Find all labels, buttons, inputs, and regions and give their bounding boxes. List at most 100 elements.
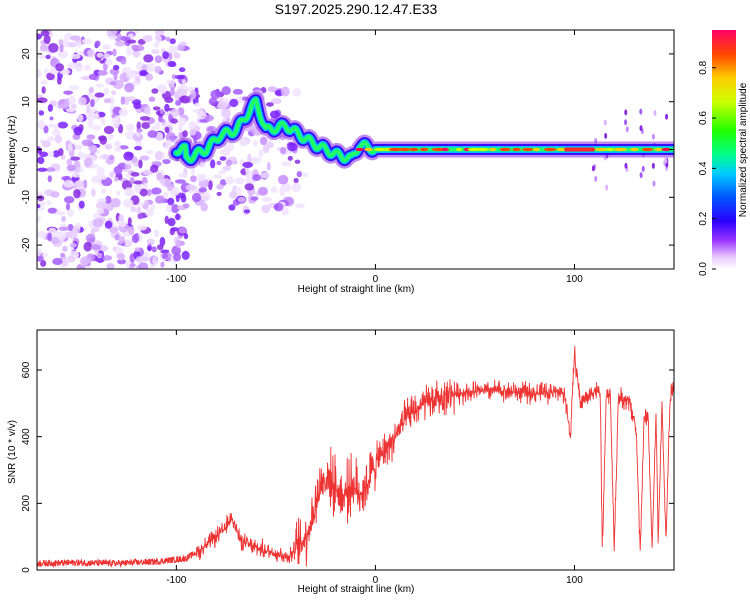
spectrogram-blob [117,258,127,265]
spectrogram-blob [95,201,107,210]
ridge-hotspot [355,147,364,152]
spectrogram-blob [37,69,42,79]
y-tick-label: 400 [21,428,32,445]
spectrogram-blob [134,247,141,252]
spectrogram-blob [102,153,109,160]
spectrogram-blob [247,153,252,163]
spectrogram-blob [87,118,94,129]
spectrogram-blob [137,206,142,215]
spectrogram-blob [164,103,170,112]
ridge-hotspot [388,147,403,152]
spectrogram-blob [48,42,59,53]
spectrogram-blob [641,165,645,172]
spectrogram-blob [271,98,282,105]
spectrogram-blob [175,99,182,106]
spectrogram-blob [198,187,207,193]
spectrogram-blob [37,255,44,262]
spectrogram-blob [118,108,128,117]
spectrogram-blob [113,176,119,182]
spectrogram-blob [162,51,169,60]
spectrogram-blob [57,121,69,129]
spectrogram-blob [124,239,133,247]
spectrogram-blob [148,96,156,102]
spectrogram-blob [132,78,138,86]
spectrogram-blob [46,72,55,81]
spectrogram-blob [139,116,151,121]
spectrogram-blob [133,180,143,185]
spectrogram-blob [103,98,112,104]
spectrogram-blob [112,48,117,57]
spectrogram-blob [181,79,186,85]
spectrogram-blob [639,125,643,132]
spectrogram-blob [74,180,84,188]
spectrogram-blob [104,58,113,66]
spectrogram-blob [112,64,120,71]
spectrogram-blob [87,139,94,148]
spectrogram-blob [166,204,172,213]
spectrogram-blob [109,96,115,106]
spectrogram-blob [217,101,228,111]
spectrogram-blob [162,122,174,127]
colorbar: 0.0 0.2 0.4 0.6 0.8 Normalized spectral ampl… [698,30,749,276]
spectrogram-blob [123,96,130,106]
x-tick-label: 0 [373,575,379,586]
y-tick-label: 20 [21,48,32,60]
spectrogram-blob [168,45,178,55]
spectrogram-blob [178,67,186,73]
spectral-ridge [168,91,674,169]
spectrogram-blob [63,90,74,95]
spectrogram-blob [167,217,176,227]
spectrogram-blob [98,135,107,142]
spectrogram-blob [250,196,259,201]
spectrogram-blob [147,245,152,252]
spectrogram-blob [178,226,187,234]
spectrogram-blob [262,144,270,154]
spectrogram-blob [150,164,159,173]
spectrogram-blob [154,150,163,161]
spectrogram-blob [131,233,140,244]
spectrogram-blob [61,216,66,223]
spectrogram-blob [208,97,218,106]
spectrogram-blob [83,64,91,71]
spectrogram-blob [139,188,148,197]
ridge-hotspot [455,147,463,152]
spectrogram-blob [41,86,46,94]
spectrogram-blob [120,96,126,105]
spectrogram-blob [136,128,143,133]
spectrogram-blob [109,171,115,178]
spectrogram-blob [146,150,154,155]
spectrogram-blob [116,190,121,196]
spectrogram-blob [652,180,656,187]
spectrogram-blob [162,159,171,165]
spectrogram-blob [154,55,163,64]
spectrogram-blob [158,115,163,123]
spectrogram-blob [66,164,76,172]
y-tick-label: 200 [21,495,32,512]
spectrogram-blob [66,158,73,166]
spectrogram-blob [124,83,135,93]
spectrogram-blob [126,39,137,44]
spectrogram-blob [273,202,284,212]
spectrogram-blob [125,260,131,268]
spectrogram-blob [261,204,271,214]
spectrogram-blob [47,104,54,112]
colorbar-tick-label: 0.6 [698,111,709,125]
spectrogram-blob [37,119,45,130]
spectrogram-blob [102,53,111,59]
spectrogram-blob [153,41,160,48]
spectrogram-blob [86,103,91,114]
spectrogram-blob [651,162,655,169]
spectrogram-blob [145,208,155,217]
spectrogram-blob [68,95,76,105]
snr-series-line [37,345,674,569]
spectrogram-blob [194,102,201,107]
spectrogram-blob [170,87,175,96]
snr-frame [36,329,675,571]
spectrogram-blob [169,38,176,45]
spectrogram-blob [102,44,111,51]
ridge-hotspot [408,147,419,152]
spectrogram-blob [176,88,188,95]
spectrogram-blob [277,174,289,185]
